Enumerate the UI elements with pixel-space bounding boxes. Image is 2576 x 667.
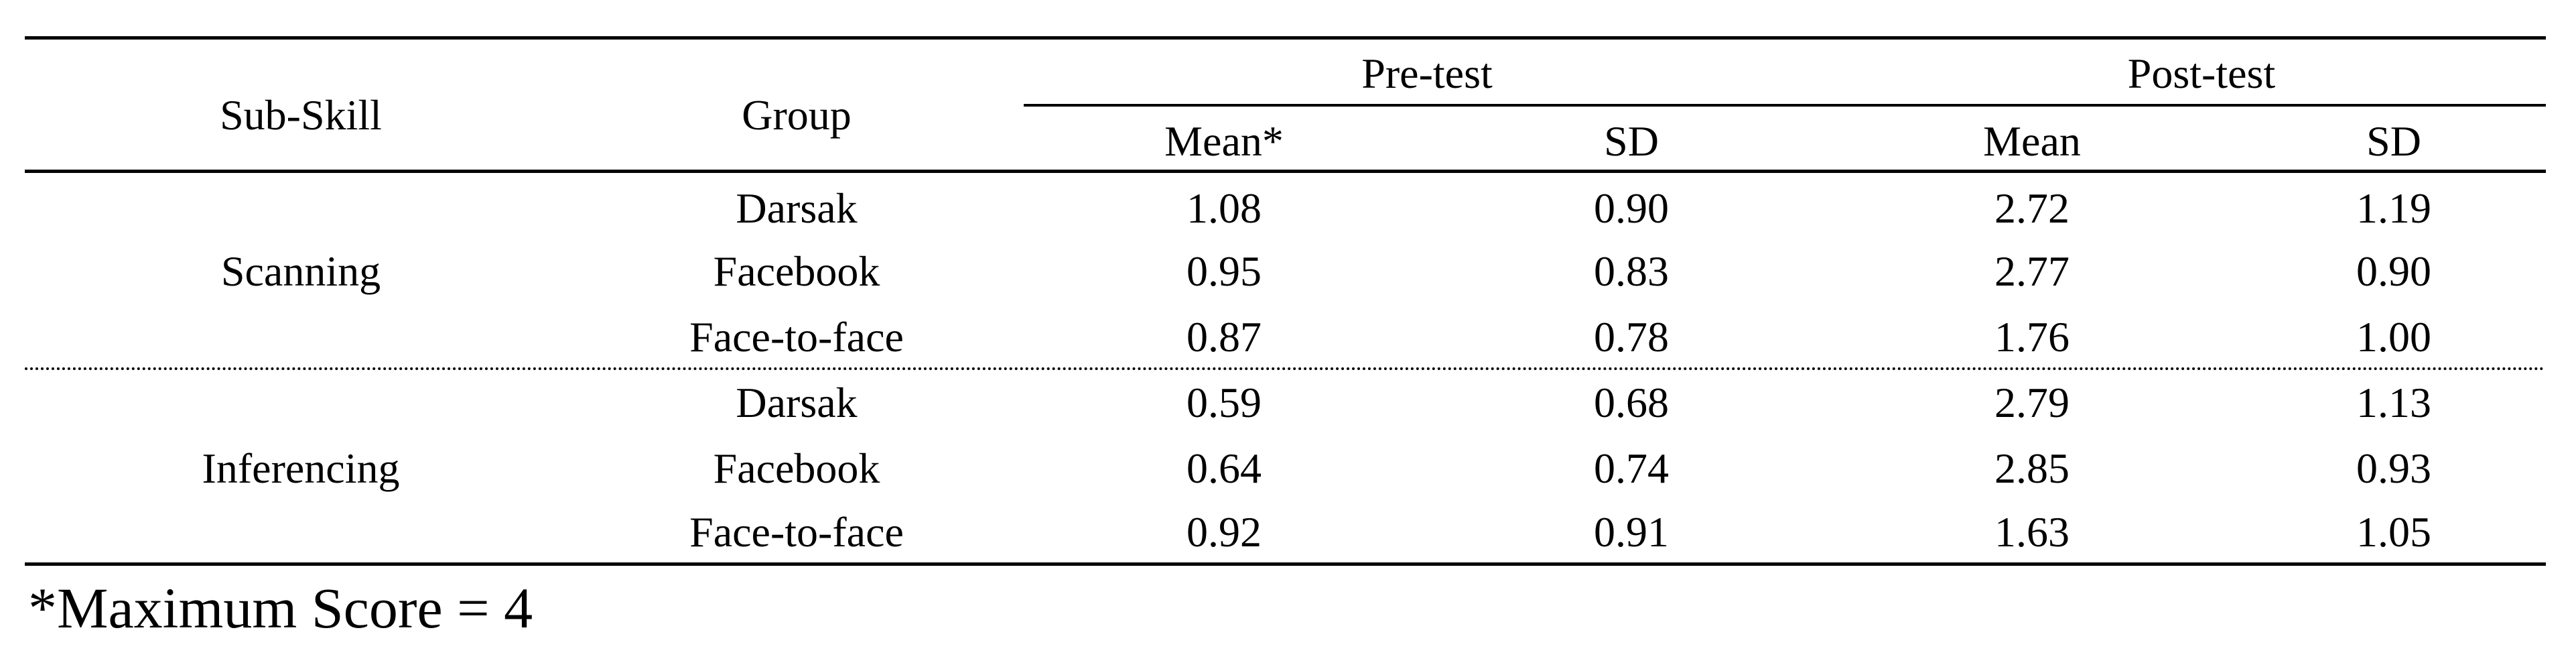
table-cell-post-mean: 2.72	[1994, 184, 2070, 232]
table-cell-pre-sd: 0.90	[1594, 184, 1669, 232]
header-post-test: Post-test	[2127, 50, 2276, 97]
table-cell-group: Darsak	[736, 379, 858, 426]
table-cell-post-sd: 1.05	[2356, 508, 2431, 556]
header-bottom-rule	[25, 170, 2546, 173]
table-cell-group: Darsak	[736, 184, 858, 232]
table-cell-post-mean: 1.76	[1994, 313, 2070, 361]
table-cell-group: Facebook	[713, 247, 880, 295]
table-cell-pre-mean: 0.64	[1187, 444, 1262, 492]
table-cell-post-sd: 1.13	[2356, 379, 2431, 426]
footnote: *Maximum Score = 4	[28, 576, 533, 640]
sub-skill-label: Inferencing	[202, 444, 400, 492]
bottom-rule	[25, 562, 2546, 566]
subheader-rule	[1024, 104, 2546, 107]
header-post-sd: SD	[2366, 117, 2421, 165]
table-cell-pre-mean: 0.95	[1187, 247, 1262, 295]
table-cell-post-mean: 1.63	[1994, 508, 2070, 556]
table-cell-post-mean: 2.77	[1994, 247, 2070, 295]
header-pre-sd: SD	[1604, 117, 1659, 165]
table-cell-post-sd: 0.90	[2356, 247, 2431, 295]
table-cell-pre-sd: 0.91	[1594, 508, 1669, 556]
table-cell-pre-mean: 0.92	[1187, 508, 1262, 556]
header-post-mean: Mean	[1983, 117, 2081, 165]
table-cell-pre-mean: 1.08	[1187, 184, 1262, 232]
table-cell-post-sd: 1.19	[2356, 184, 2431, 232]
section-divider	[25, 367, 2546, 370]
table-cell-pre-sd: 0.83	[1594, 247, 1669, 295]
header-pre-mean: Mean*	[1164, 117, 1284, 165]
table-cell-post-sd: 1.00	[2356, 313, 2431, 361]
header-pre-test: Pre-test	[1361, 50, 1493, 97]
table-cell-pre-sd: 0.74	[1594, 444, 1669, 492]
table-cell-pre-mean: 0.87	[1187, 313, 1262, 361]
table-cell-post-mean: 2.79	[1994, 379, 2070, 426]
table-cell-post-mean: 2.85	[1994, 444, 2070, 492]
table-cell-group: Facebook	[713, 444, 880, 492]
table-cell-group: Face-to-face	[689, 313, 904, 361]
table-cell-pre-sd: 0.78	[1594, 313, 1669, 361]
table-cell-group: Face-to-face	[689, 508, 904, 556]
table-cell-pre-sd: 0.68	[1594, 379, 1669, 426]
header-sub-skill: Sub-Skill	[220, 91, 382, 139]
table-cell-pre-mean: 0.59	[1187, 379, 1262, 426]
header-group: Group	[742, 91, 852, 139]
top-rule	[25, 36, 2546, 40]
sub-skill-label: Scanning	[220, 247, 381, 295]
table-cell-post-sd: 0.93	[2356, 444, 2431, 492]
